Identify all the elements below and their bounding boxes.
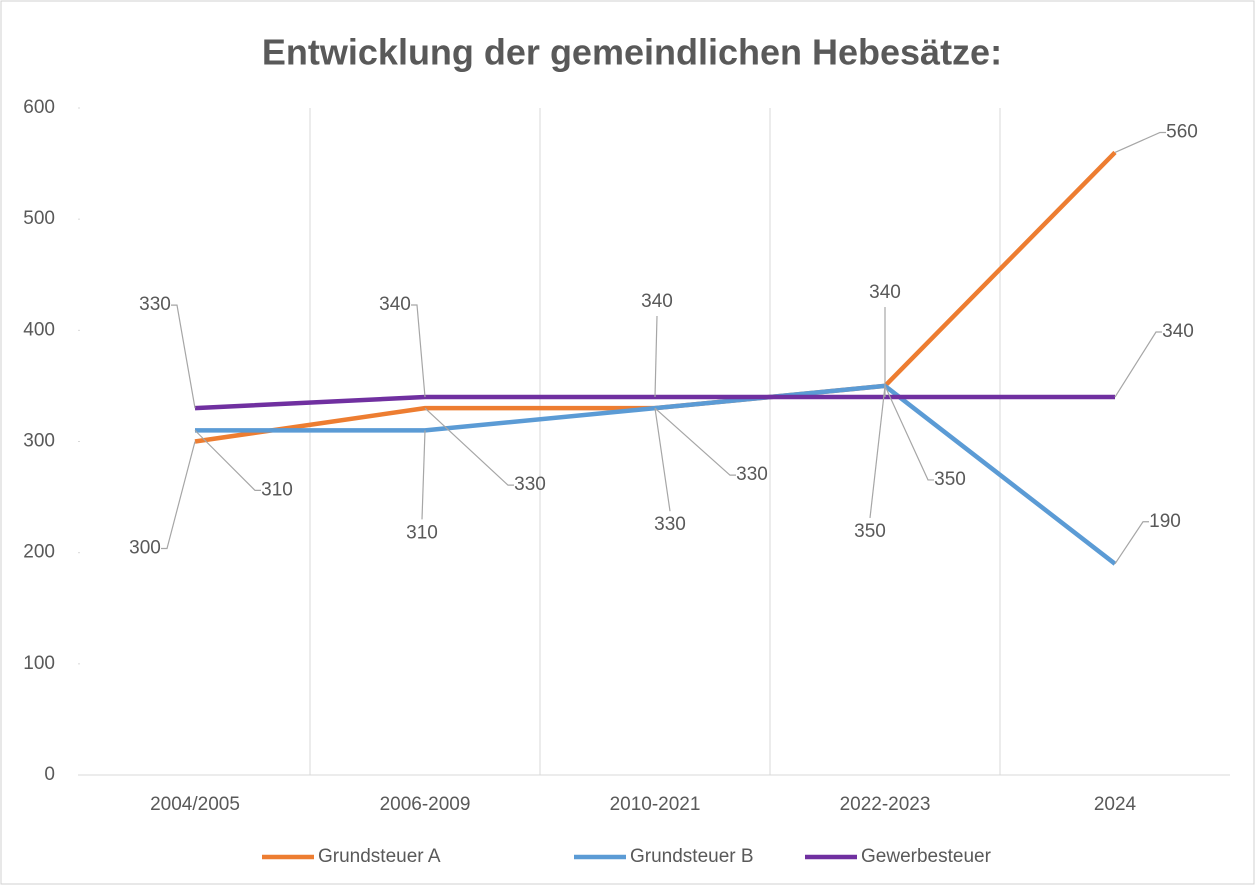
leader-line [654, 407, 736, 476]
y-tick-label: 100 [23, 653, 55, 674]
y-tick-label: 600 [23, 97, 55, 118]
x-tick-label: 2010-2021 [610, 794, 701, 815]
y-tick-label: 500 [23, 208, 55, 229]
leader-line [1114, 521, 1149, 565]
data-label: 310 [406, 522, 438, 543]
data-label: 310 [261, 479, 293, 500]
leader-line [171, 304, 196, 409]
data-label: 330 [736, 464, 768, 485]
x-tick-label: 2006-2009 [380, 794, 471, 815]
chart-title: Entwicklung der gemeindlichen Hebesätze: [262, 32, 1002, 73]
data-label: 330 [654, 514, 686, 535]
data-label: 340 [641, 291, 673, 312]
leader-line [654, 408, 671, 512]
leader-line [1114, 331, 1162, 398]
data-label: 560 [1166, 121, 1198, 142]
leader-line [194, 429, 261, 491]
y-tick-label: 0 [44, 764, 55, 785]
data-label: 190 [1149, 511, 1181, 532]
legend-label: Gewerbesteuer [861, 846, 992, 867]
data-label: 350 [934, 469, 966, 490]
data-label: 300 [129, 538, 161, 559]
x-tick-label: 2024 [1094, 794, 1137, 815]
leader-line [1114, 131, 1166, 154]
y-tick-label: 200 [23, 542, 55, 563]
data-label: 340 [1162, 321, 1194, 342]
x-tick-label: 2004/2005 [150, 794, 240, 815]
data-label: 350 [854, 521, 886, 542]
data-label: 340 [379, 294, 411, 315]
leader-line [411, 304, 426, 398]
data-label: 330 [514, 474, 546, 495]
leader-line [654, 316, 658, 398]
y-tick-label: 300 [23, 431, 55, 452]
leader-line [884, 385, 934, 481]
leader-line [421, 430, 426, 520]
data-label: 340 [869, 282, 901, 303]
leader-line [161, 441, 196, 550]
leader-line [869, 385, 886, 518]
legend-label: Grundsteuer B [630, 846, 754, 867]
legend-label: Grundsteuer A [318, 846, 441, 867]
data-label: 330 [139, 294, 171, 315]
y-tick-label: 400 [23, 319, 55, 340]
x-tick-label: 2022-2023 [840, 794, 931, 815]
leader-line [424, 407, 514, 486]
